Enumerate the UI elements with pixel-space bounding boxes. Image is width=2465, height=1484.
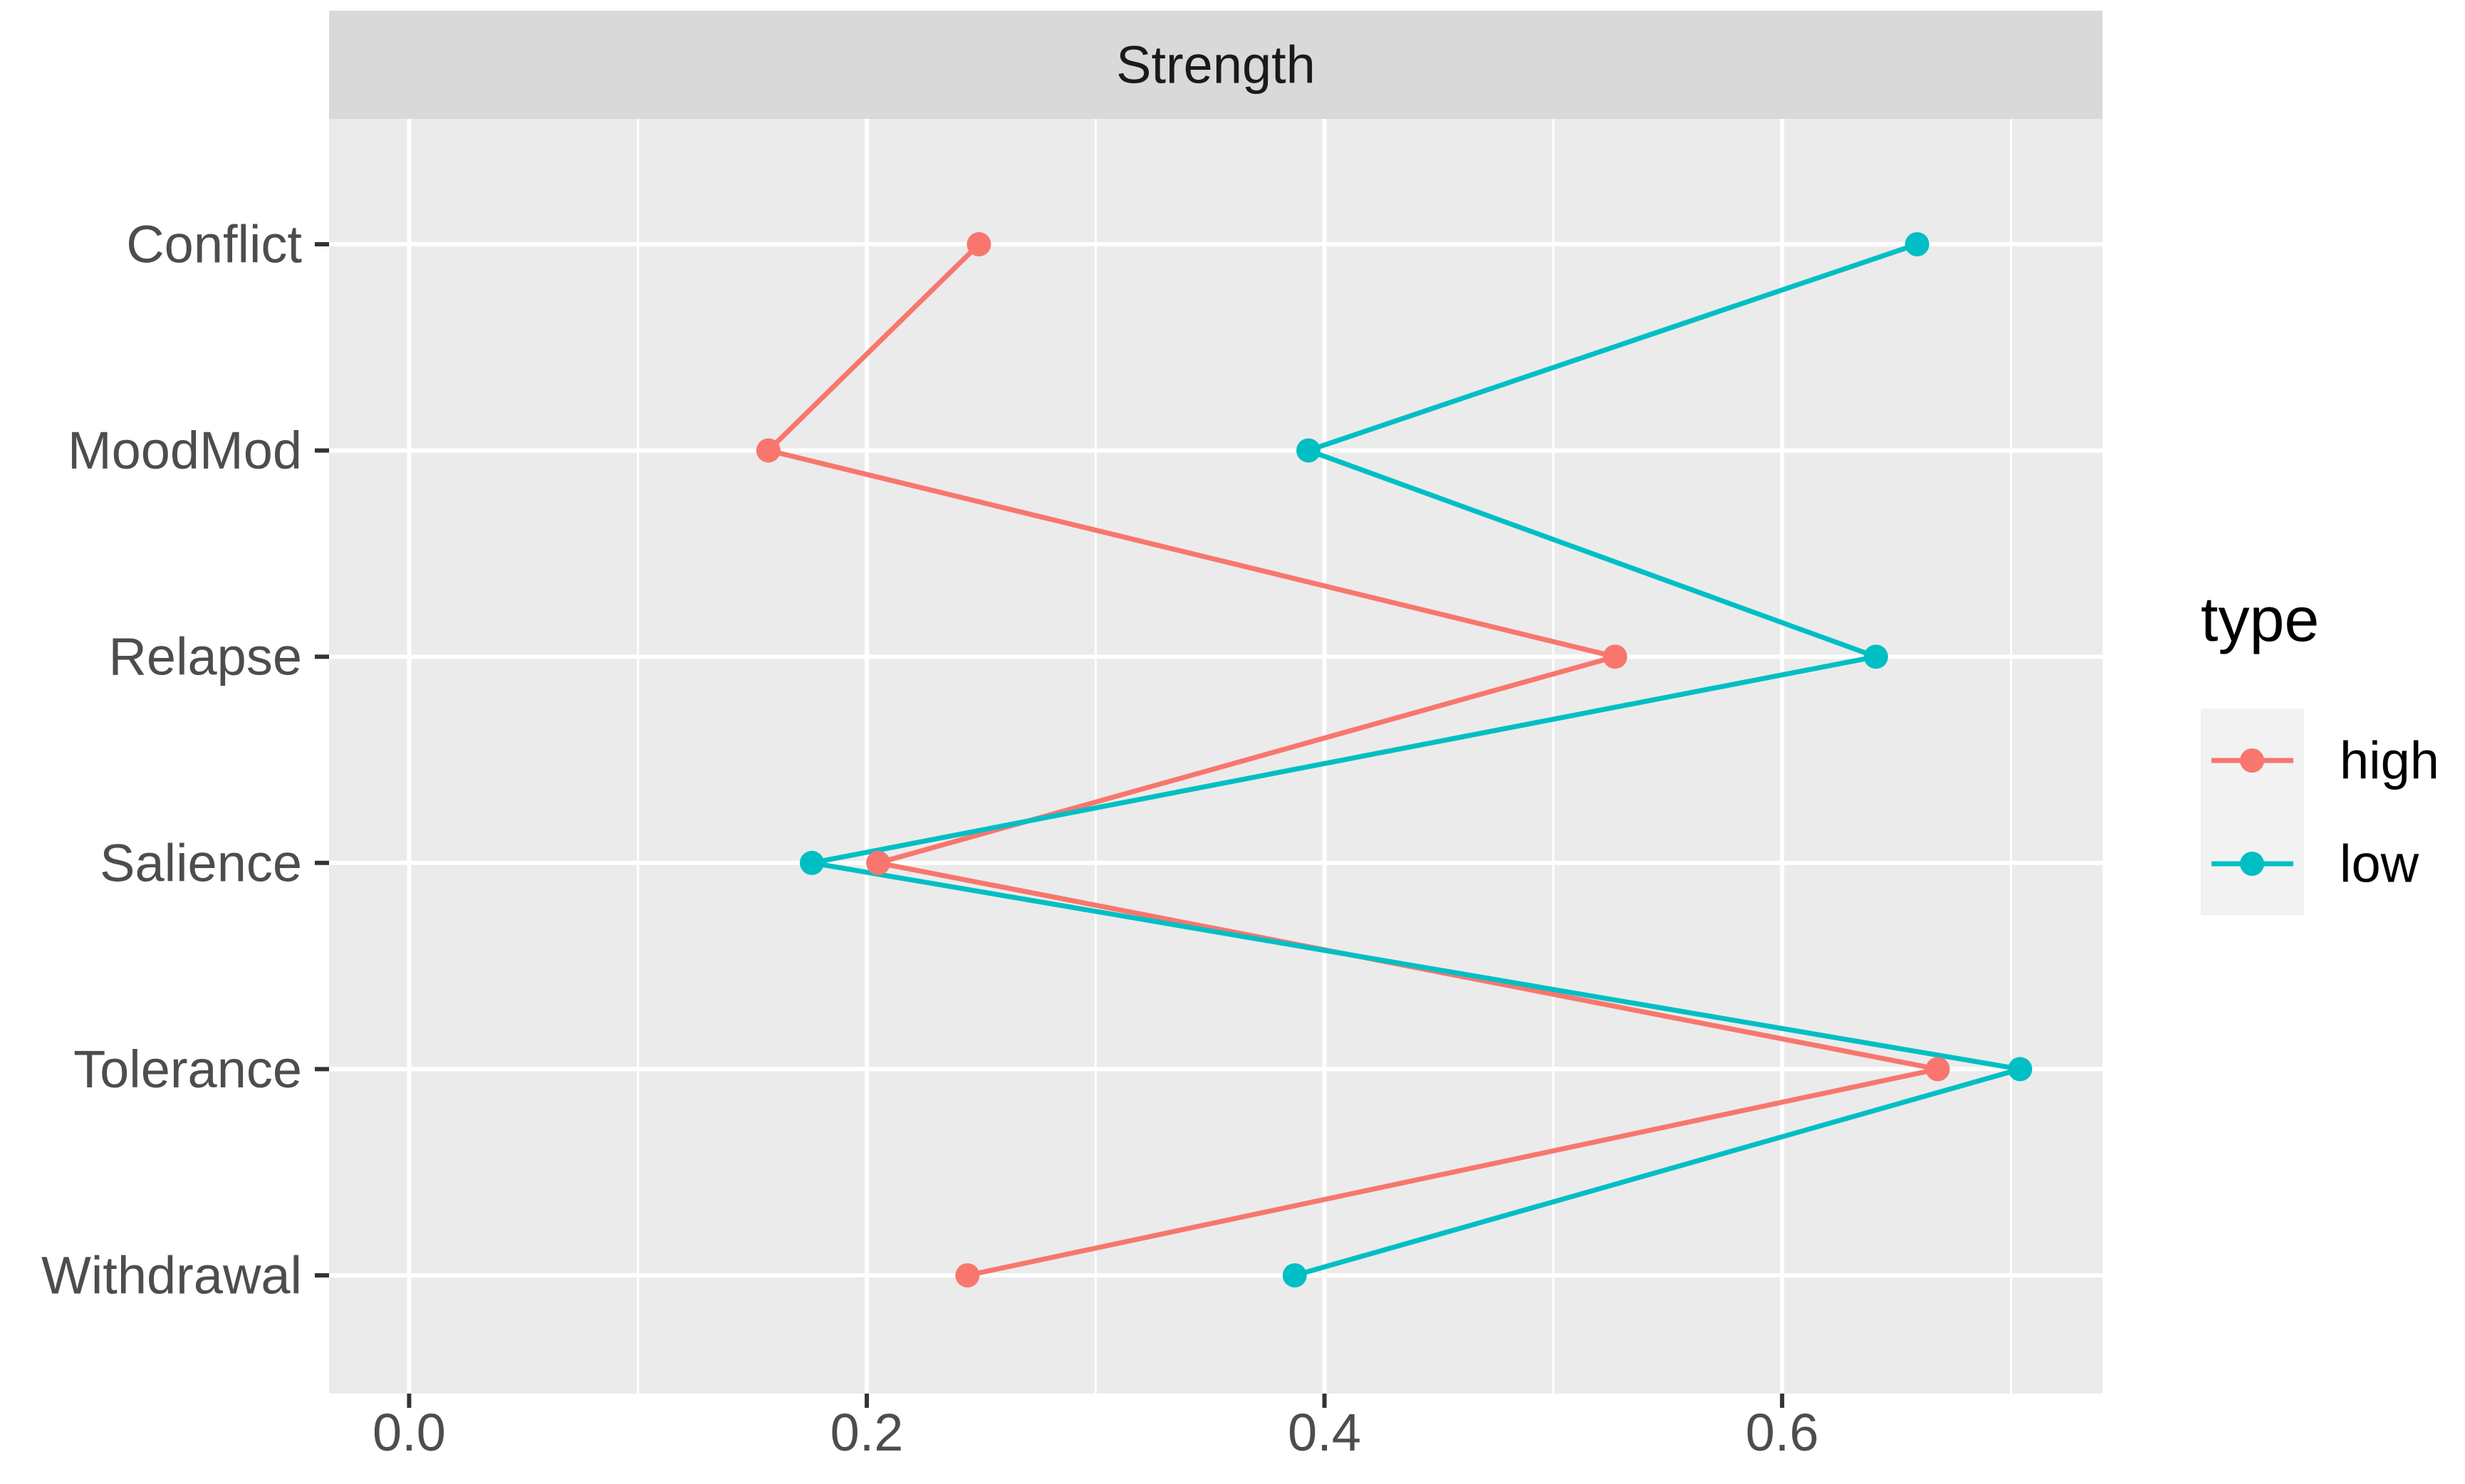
y-tick-label: Withdrawal bbox=[41, 1246, 302, 1305]
series-layer bbox=[756, 232, 2033, 1287]
legend-title: type bbox=[2201, 584, 2319, 654]
data-point-low bbox=[799, 850, 824, 875]
data-point-low bbox=[1863, 644, 1888, 669]
grid-minor bbox=[637, 119, 2012, 1394]
data-point-high bbox=[1602, 644, 1627, 669]
data-point-low bbox=[1904, 232, 1929, 256]
facet-strip bbox=[329, 11, 2102, 119]
y-tick-label: Relapse bbox=[108, 627, 302, 686]
legend-label-high: high bbox=[2340, 731, 2439, 790]
data-point-high bbox=[756, 438, 781, 463]
y-tick-label: MoodMod bbox=[68, 421, 302, 480]
series-line-high bbox=[766, 242, 1941, 1278]
x-tick-label: 0.6 bbox=[1746, 1403, 1819, 1462]
legend-key-point-low bbox=[2240, 852, 2264, 876]
x-tick-label: 0.2 bbox=[830, 1403, 904, 1462]
data-point-high bbox=[955, 1263, 980, 1287]
y-tick-label: Tolerance bbox=[73, 1040, 302, 1099]
x-tick-label: 0.0 bbox=[372, 1403, 446, 1462]
x-axis: 0.0 0.2 0.4 0.6 bbox=[372, 1394, 1819, 1462]
facet-strip-label: Strength bbox=[1116, 36, 1315, 95]
x-tick-label: 0.4 bbox=[1288, 1403, 1361, 1462]
legend-key-point-high bbox=[2240, 748, 2264, 773]
data-point-high bbox=[1925, 1057, 1950, 1082]
data-point-low bbox=[1282, 1263, 1307, 1287]
data-point-low bbox=[2008, 1057, 2033, 1082]
plot-panel bbox=[329, 119, 2102, 1394]
y-axis: Conflict MoodMod Relapse Salience Tolerance W… bbox=[41, 215, 329, 1305]
y-tick-label: Salience bbox=[100, 833, 302, 892]
legend-label-low: low bbox=[2340, 835, 2419, 894]
y-tick-label: Conflict bbox=[126, 215, 302, 274]
legend-key-bg bbox=[2201, 709, 2304, 915]
legend: type high low bbox=[2201, 584, 2439, 915]
data-point-high bbox=[866, 850, 891, 875]
grid-major bbox=[329, 119, 2102, 1394]
data-point-low bbox=[1296, 438, 1321, 463]
series-line-low bbox=[809, 241, 2023, 1278]
data-point-high bbox=[966, 232, 991, 256]
